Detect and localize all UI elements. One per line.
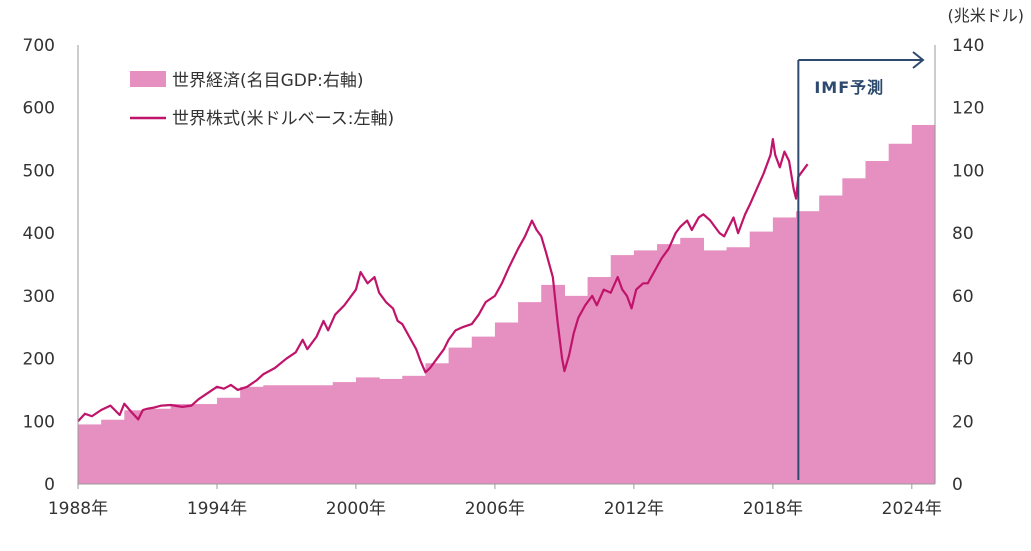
right-axis-ticks: 0 20 40 60 80 100 120 140: [952, 36, 984, 495]
x-tick-label: 1988年: [48, 499, 108, 519]
gdp-bar: [541, 284, 565, 484]
x-tick-label: 2000年: [326, 499, 386, 519]
axes: [77, 45, 936, 485]
right-axis-unit: (兆米ドル): [948, 6, 1025, 25]
stock-series-line: [77, 137, 809, 423]
left-tick-label: 700: [23, 36, 55, 56]
right-tick-label: 100: [952, 161, 984, 181]
right-tick-label: 120: [952, 99, 984, 119]
left-tick-label: 100: [23, 412, 55, 432]
gdp-bar: [448, 347, 473, 484]
right-tick-label: 140: [952, 36, 984, 56]
gdp-bar: [286, 385, 311, 484]
gdp-bar: [425, 363, 450, 484]
gdp-bar: [703, 250, 728, 484]
gdp-bar: [240, 386, 264, 484]
x-axis-ticks: 1988年 1994年 2000年 2006年 2012年 2018年 2024年: [48, 484, 942, 519]
gdp-bar: [124, 410, 149, 484]
legend-label-stock: 世界株式(米ドルベース:左軸): [172, 109, 394, 129]
gdp-bar: [471, 336, 496, 484]
gdp-bar: [726, 247, 751, 484]
left-axis-ticks: 0 100 200 300 400 500 600 700: [23, 36, 55, 495]
gdp-bar: [216, 397, 241, 484]
left-tick-label: 200: [23, 350, 55, 370]
gdp-bar: [633, 250, 658, 484]
gdp-bar: [402, 375, 427, 484]
forecast-label: IMF予測: [814, 78, 884, 97]
gdp-bar: [749, 231, 774, 484]
gdp-bar: [332, 382, 357, 484]
x-tick-label: 2024年: [882, 499, 942, 519]
right-tick-label: 40: [952, 350, 974, 370]
stock-line: [77, 137, 809, 423]
imf-forecast-annotation: IMF予測: [797, 51, 925, 480]
gdp-bar: [772, 217, 797, 484]
gdp-bar: [819, 195, 843, 484]
gdp-bar: [309, 385, 334, 484]
left-tick-label: 0: [44, 475, 55, 495]
gdp-bar: [888, 143, 913, 484]
gdp-bar: [911, 124, 936, 485]
gdp-bar: [263, 385, 288, 484]
gdp-bar: [101, 419, 125, 484]
x-tick-label: 2018年: [743, 499, 803, 519]
gdp-bar: [379, 378, 403, 484]
gdp-bar: [865, 161, 890, 484]
left-tick-label: 400: [23, 224, 55, 244]
left-tick-label: 500: [23, 161, 55, 181]
gdp-bar: [355, 377, 380, 484]
gdp-bar: [193, 404, 218, 484]
gdp-bar: [587, 277, 612, 484]
left-tick-label: 300: [23, 287, 55, 307]
gdp-bar: [564, 295, 589, 484]
forecast-arrow-head-icon: [912, 51, 925, 69]
gdp-bar: [147, 408, 172, 484]
gdp-bar: [518, 302, 542, 484]
x-tick-label: 2012年: [604, 499, 664, 519]
gdp-bar: [796, 211, 820, 484]
right-tick-label: 0: [952, 475, 963, 495]
gdp-bar: [610, 255, 635, 484]
x-tick-label: 2006年: [465, 499, 525, 519]
legend-swatch-gdp: [130, 71, 166, 87]
right-tick-label: 80: [952, 224, 974, 244]
left-tick-label: 600: [23, 99, 55, 119]
legend-label-gdp: 世界経済(名目GDP:右軸): [172, 71, 364, 91]
gdp-series-area: [78, 124, 936, 485]
right-tick-label: 60: [952, 287, 974, 307]
x-tick-label: 1994年: [187, 499, 247, 519]
gdp-bar: [657, 244, 681, 484]
right-tick-label: 20: [952, 412, 974, 432]
gdp-bar: [170, 404, 195, 484]
gdp-bar: [494, 322, 519, 484]
gdp-bar: [78, 424, 102, 484]
gdp-bar: [842, 178, 867, 484]
gdp-bar: [680, 237, 704, 484]
legend: 世界経済(名目GDP:右軸) 世界株式(米ドルベース:左軸): [130, 71, 394, 129]
